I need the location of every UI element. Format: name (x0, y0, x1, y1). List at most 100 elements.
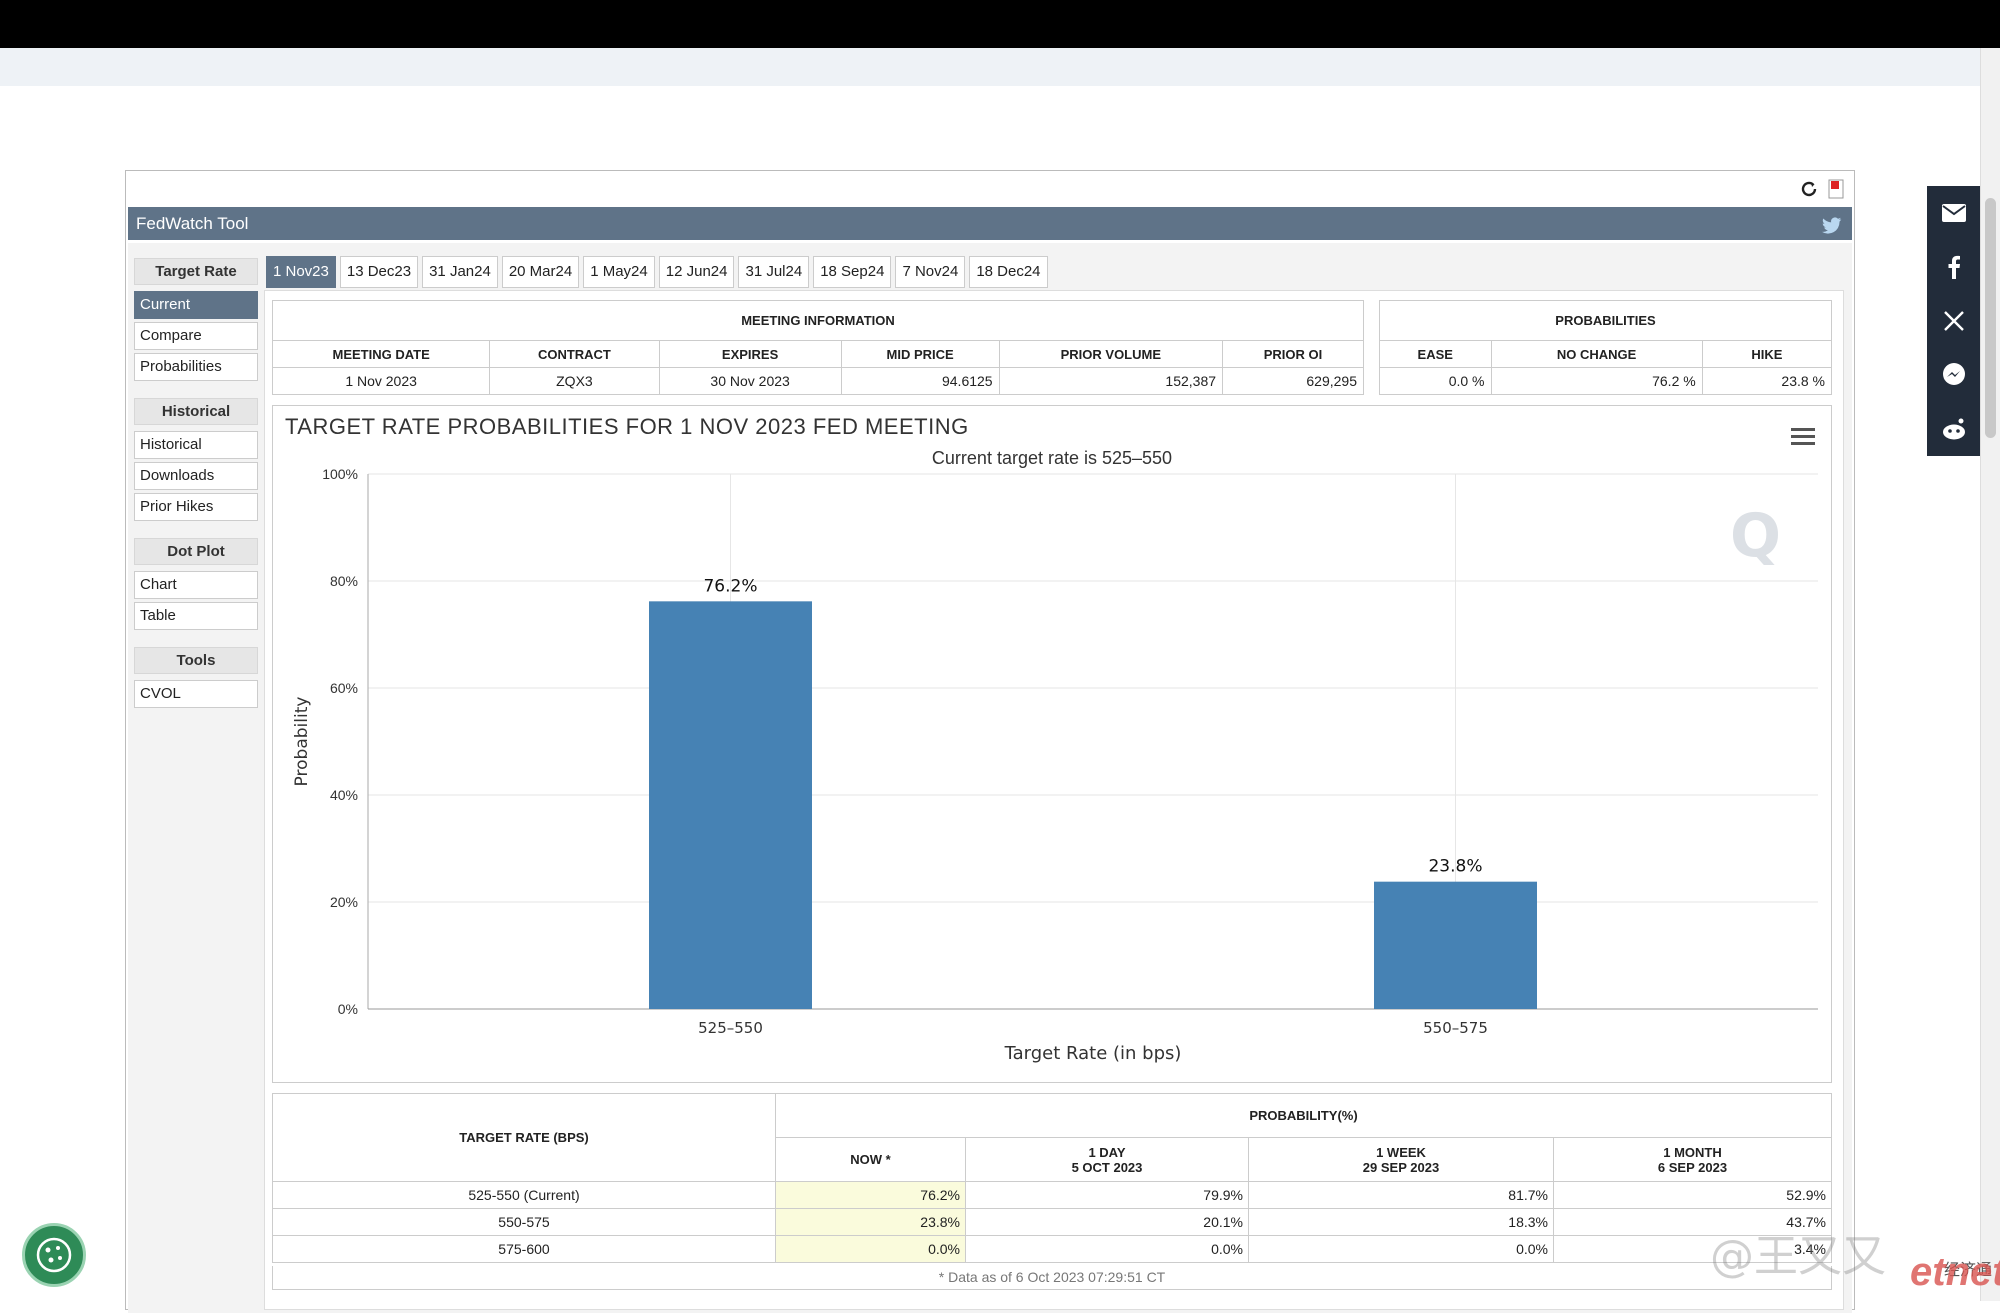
col-prior-oi: PRIOR OI (1222, 340, 1364, 368)
y-tick-label: 40% (330, 787, 358, 803)
sidebar: Target Rate Current Compare Probabilitie… (134, 258, 258, 711)
sidebar-item-chart[interactable]: Chart (134, 571, 258, 599)
col-1-week-l2: 29 SEP 2023 (1362, 1159, 1440, 1175)
probabilities-title: PROBABILITIES (1379, 300, 1832, 341)
meeting-date-value: 1 Nov 2023 (271, 367, 491, 395)
sidebar-heading-dot-plot: Dot Plot (134, 538, 258, 565)
mid-price-value: 94.6125 (840, 367, 1000, 395)
tab-7-nov24[interactable]: 7 Nov24 (895, 256, 966, 288)
messenger-icon[interactable] (1927, 348, 1980, 402)
sidebar-item-downloads[interactable]: Downloads (134, 462, 258, 490)
col-1-month-l1: 1 MONTH (1663, 1144, 1722, 1160)
twitter-icon[interactable] (1822, 213, 1842, 246)
tab-31-jul24[interactable]: 31 Jul24 (738, 256, 810, 288)
bar-value-label: 23.8% (1428, 857, 1482, 877)
now-cell: 23.8% (775, 1208, 966, 1236)
chart-title: TARGET RATE PROBABILITIES FOR 1 NOV 2023… (285, 414, 969, 439)
contract-value: ZQX3 (489, 367, 660, 395)
now-cell: 76.2% (775, 1181, 966, 1209)
sidebar-item-probabilities[interactable]: Probabilities (134, 353, 258, 381)
probability-history-table: TARGET RATE (BPS) PROBABILITY(%) NOW * 1… (272, 1093, 1832, 1263)
x-tick-label: 550–575 (1423, 1019, 1488, 1037)
y-axis-label: Probability (292, 697, 312, 787)
facebook-icon[interactable] (1927, 240, 1980, 294)
etnet-watermark-cn: 经济通 (1944, 1262, 1993, 1279)
col-1-week: 1 WEEK 29 SEP 2023 (1248, 1137, 1554, 1182)
sidebar-item-current[interactable]: Current (134, 291, 258, 319)
x-tick-label: 525–550 (698, 1019, 763, 1037)
day-cell: 0.0% (965, 1235, 1249, 1263)
pdf-icon[interactable] (1826, 178, 1848, 200)
data-timestamp-note: * Data as of 6 Oct 2023 07:29:51 CT (272, 1266, 1832, 1290)
no-change-value: 76.2 % (1490, 367, 1703, 395)
tab-18-sep24[interactable]: 18 Sep24 (813, 256, 892, 288)
table-row: 550-575 23.8% 20.1% 18.3% 43.7% (272, 1208, 1832, 1236)
chart-container: TARGET RATE PROBABILITIES FOR 1 NOV 2023… (272, 405, 1832, 1083)
chart-subtitle: Current target rate is 525–550 (931, 448, 1173, 468)
sidebar-heading-target-rate: Target Rate (134, 258, 258, 285)
etnet-watermark: etnet (1910, 1250, 2000, 1294)
col-contract: CONTRACT (489, 340, 660, 368)
y-tick-label: 20% (330, 894, 358, 910)
week-cell: 81.7% (1248, 1181, 1554, 1209)
bar-chart: 0% 20% 40% 60% 80% 100% 76.2% 525–550 23.8% 550–5… (292, 466, 1818, 1064)
hike-value: 23.8 % (1701, 367, 1833, 395)
y-tick-label: 80% (330, 573, 358, 589)
col-prior-volume: PRIOR VOLUME (998, 340, 1224, 368)
day-cell: 79.9% (965, 1181, 1249, 1209)
scrollbar-thumb[interactable] (1985, 198, 1996, 438)
sidebar-heading-historical: Historical (134, 398, 258, 425)
ease-value: 0.0 % (1379, 367, 1492, 395)
bar (1374, 881, 1537, 1009)
chart-menu-icon[interactable] (1791, 426, 1815, 451)
email-icon[interactable] (1927, 186, 1980, 240)
col-1-month-l2: 6 SEP 2023 (1657, 1159, 1728, 1175)
tab-1-nov23[interactable]: 1 Nov23 (266, 256, 336, 288)
y-tick-label: 100% (322, 466, 358, 482)
col-no-change: NO CHANGE (1490, 340, 1703, 368)
prior-volume-value: 152,387 (998, 367, 1224, 395)
page-scrollbar[interactable] (1980, 48, 2000, 1301)
col-1-day-l1: 1 DAY (1088, 1144, 1126, 1160)
y-tick-label: 60% (330, 680, 358, 696)
weibo-watermark: @王又又 (1710, 1231, 1886, 1282)
col-now: NOW * (775, 1137, 966, 1182)
tab-1-may24[interactable]: 1 May24 (583, 256, 655, 288)
meeting-info-title: MEETING INFORMATION (272, 300, 1364, 341)
sidebar-item-cvol[interactable]: CVOL (134, 680, 258, 708)
col-probability: PROBABILITY(%) (775, 1093, 1832, 1138)
now-cell: 0.0% (775, 1235, 966, 1263)
sidebar-item-compare[interactable]: Compare (134, 322, 258, 350)
sidebar-item-historical[interactable]: Historical (134, 431, 258, 459)
rate-cell: 550-575 (272, 1208, 776, 1236)
table-row: 575-600 0.0% 0.0% 0.0% 3.4% (272, 1235, 1832, 1263)
refresh-icon[interactable] (1798, 178, 1820, 200)
reddit-icon[interactable] (1927, 402, 1980, 456)
col-expires: EXPIRES (658, 340, 842, 368)
week-cell: 0.0% (1248, 1235, 1554, 1263)
bar-value-label: 76.2% (703, 576, 757, 596)
tool-title-bar: FedWatch Tool (128, 207, 1852, 240)
day-cell: 20.1% (965, 1208, 1249, 1236)
sidebar-item-table[interactable]: Table (134, 602, 258, 630)
tab-18-dec24[interactable]: 18 Dec24 (969, 256, 1048, 288)
month-cell: 3.4% (1553, 1235, 1832, 1263)
col-1-week-l1: 1 WEEK (1376, 1144, 1426, 1160)
tab-13-dec23[interactable]: 13 Dec23 (339, 256, 419, 288)
tab-20-mar24[interactable]: 20 Mar24 (501, 256, 580, 288)
cookie-settings-icon[interactable] (22, 1223, 86, 1287)
col-meeting-date: MEETING DATE (271, 340, 491, 368)
x-axis-label: Target Rate (in bps) (1004, 1043, 1182, 1064)
tab-12-jun24[interactable]: 12 Jun24 (658, 256, 735, 288)
probabilities-table: PROBABILITIES EASE NO CHANGE HIKE 0.0 % … (1379, 300, 1833, 395)
expires-value: 30 Nov 2023 (658, 367, 842, 395)
browser-top-bar (0, 0, 2000, 48)
x-icon[interactable] (1927, 294, 1980, 348)
bar (649, 601, 812, 1009)
chart-watermark-logo: Q (1730, 501, 1781, 571)
prior-oi-value: 629,295 (1222, 367, 1364, 395)
col-1-month: 1 MONTH 6 SEP 2023 (1553, 1137, 1832, 1182)
sidebar-item-prior-hikes[interactable]: Prior Hikes (134, 493, 258, 521)
meeting-info-table: MEETING INFORMATION MEETING DATE CONTRAC… (271, 300, 1364, 395)
tab-31-jan24[interactable]: 31 Jan24 (422, 256, 498, 288)
